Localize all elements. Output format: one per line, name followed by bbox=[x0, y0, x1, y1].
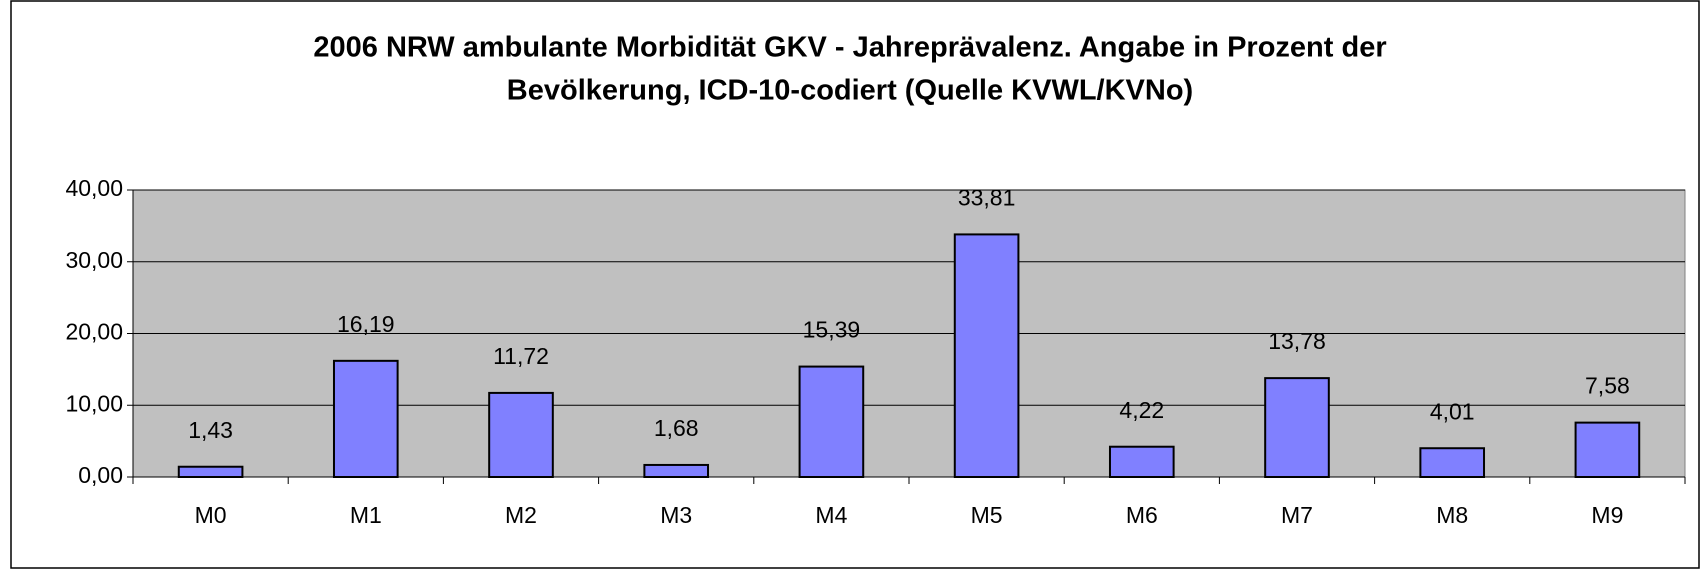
data-label: 13,78 bbox=[1268, 328, 1326, 354]
bar bbox=[177, 465, 244, 478]
bar bbox=[1574, 421, 1641, 478]
bar bbox=[798, 365, 865, 478]
data-label: 33,81 bbox=[958, 184, 1016, 210]
data-label: 1,43 bbox=[188, 417, 233, 443]
y-tick-label: 30,00 bbox=[65, 247, 123, 273]
x-tick-label: M3 bbox=[660, 502, 692, 528]
x-tick-label: M9 bbox=[1591, 502, 1623, 528]
bar bbox=[1419, 447, 1486, 478]
chart-title: Bevölkerung, ICD-10-codiert (Quelle KVWL… bbox=[507, 75, 1193, 107]
x-tick-label: M1 bbox=[350, 502, 382, 528]
data-label: 15,39 bbox=[803, 317, 861, 343]
y-tick-label: 0,00 bbox=[78, 462, 123, 488]
bar bbox=[1108, 445, 1175, 478]
bar bbox=[953, 233, 1020, 478]
bar bbox=[488, 391, 554, 478]
x-tick-label: M0 bbox=[195, 502, 227, 528]
x-tick-label: M7 bbox=[1281, 502, 1313, 528]
bar bbox=[332, 359, 399, 479]
data-label: 4,01 bbox=[1430, 398, 1475, 424]
data-label: 16,19 bbox=[337, 311, 395, 337]
data-label: 1,68 bbox=[654, 415, 699, 441]
data-label: 11,72 bbox=[493, 343, 549, 369]
x-tick-label: M2 bbox=[505, 502, 537, 528]
x-tick-label: M4 bbox=[815, 502, 847, 528]
data-label: 7,58 bbox=[1585, 373, 1630, 399]
y-tick-label: 40,00 bbox=[65, 175, 123, 201]
chart-title: 2006 NRW ambulante Morbidität GKV - Jahr… bbox=[313, 32, 1386, 64]
x-tick-label: M5 bbox=[971, 502, 1003, 528]
bar bbox=[1264, 377, 1330, 479]
y-tick-label: 10,00 bbox=[65, 390, 123, 416]
x-tick-label: M8 bbox=[1436, 502, 1468, 528]
data-label: 4,22 bbox=[1119, 397, 1164, 423]
y-tick-label: 20,00 bbox=[65, 319, 123, 345]
bar bbox=[643, 463, 710, 479]
x-tick-label: M6 bbox=[1126, 502, 1158, 528]
